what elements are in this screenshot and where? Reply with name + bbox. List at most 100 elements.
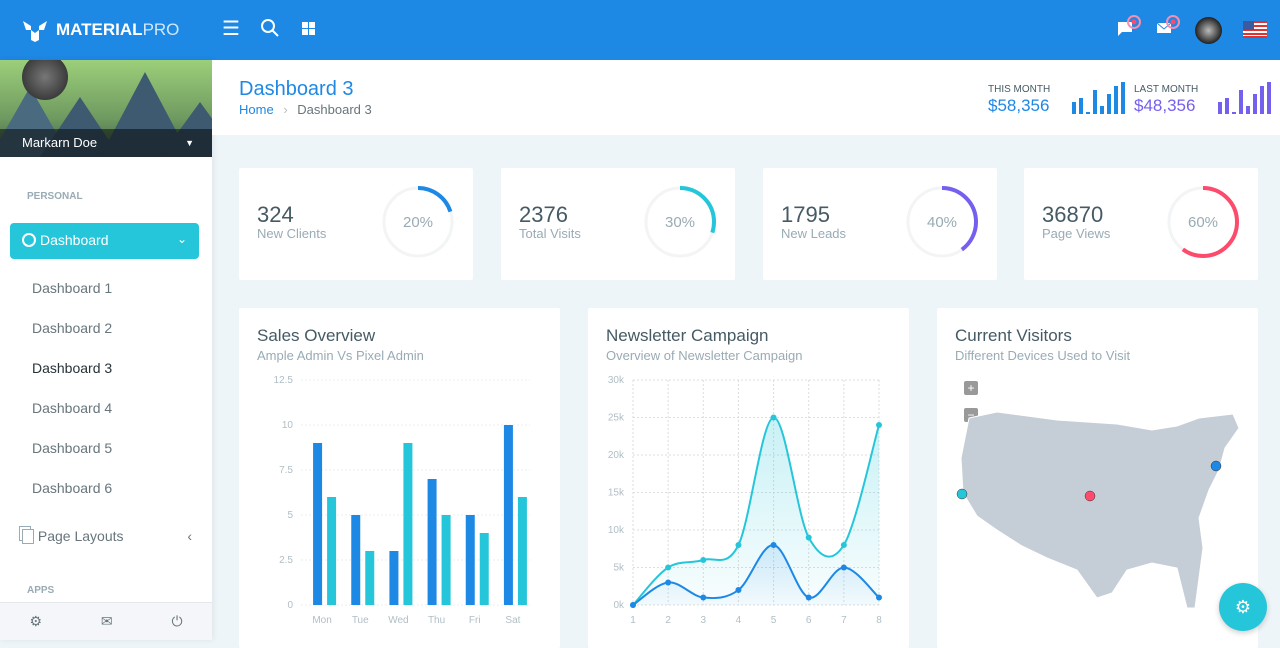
profile-banner: Markarn Doe ▼ [0, 60, 212, 157]
sparkline-bar [1079, 98, 1083, 114]
sparkline-bar [1093, 90, 1097, 114]
sidebar: Markarn Doe ▼ PERSONAL Dashboard ⌄ Dashbo… [0, 60, 212, 640]
stat-percent: 30% [665, 214, 695, 231]
y-tick-label: 7.5 [279, 465, 293, 476]
x-tick-label: 7 [841, 615, 847, 626]
sidebar-item-dashboard-4[interactable]: Dashboard 4 [32, 400, 113, 416]
stat-card: 1795 New Leads 40% [763, 168, 997, 280]
chevron-down-icon: ⌄ [176, 232, 187, 246]
bar-ample-admin[interactable] [313, 443, 323, 605]
data-point[interactable] [735, 587, 742, 593]
bar-pixel-admin[interactable] [327, 497, 337, 605]
bar-ample-admin[interactable] [351, 515, 361, 605]
stat-label: New Clients [257, 226, 327, 241]
sparkline-bar [1218, 102, 1222, 114]
map-marker-west[interactable] [956, 488, 968, 500]
newsletter-campaign-card: Newsletter Campaign Overview of Newslett… [588, 308, 909, 648]
search-icon[interactable] [260, 18, 280, 38]
brand-name: MATERIAL [56, 20, 143, 39]
sidebar-item-dashboard[interactable]: Dashboard ⌄ [10, 223, 199, 259]
sidebar-item-dashboard-5[interactable]: Dashboard 5 [32, 440, 113, 456]
stat-label: Page Views [1042, 226, 1111, 241]
card-title: Current Visitors [955, 326, 1072, 345]
page-title: Dashboard 3 [239, 78, 354, 100]
data-point[interactable] [630, 602, 636, 608]
x-tick-label: Wed [388, 615, 408, 626]
message-icon[interactable] [1117, 14, 1145, 38]
bar-ample-admin[interactable] [465, 515, 475, 605]
settings-fab-button[interactable]: ⚙ [1219, 583, 1267, 631]
stat-card: 324 New Clients 20% [239, 168, 473, 280]
page-title-bar: Dashboard 3 Home › Dashboard 3 THIS MONT… [212, 60, 1280, 135]
data-point[interactable] [840, 564, 847, 571]
us-flag-icon[interactable] [1243, 21, 1267, 38]
sidebar-item-dashboard-6[interactable]: Dashboard 6 [32, 480, 113, 496]
menu-icon[interactable]: ☰ [222, 18, 240, 40]
profile-name-toggle[interactable]: Markarn Doe ▼ [0, 129, 212, 157]
sidebar-item-label: Page Layouts [37, 528, 124, 544]
bar-pixel-admin[interactable] [365, 551, 375, 605]
sidebar-item-dashboard-3[interactable]: Dashboard 3 [32, 360, 113, 376]
stat-donut-arc [644, 186, 716, 258]
sparkline-bar [1253, 94, 1257, 114]
stat-donut-arc [906, 186, 978, 258]
y-tick-label: 10k [608, 525, 625, 536]
data-point[interactable] [770, 414, 777, 421]
data-point[interactable] [876, 422, 882, 428]
chevron-right-icon: › [283, 102, 288, 117]
stat-donut: 20% [382, 186, 454, 258]
sidebar-item-dashboard-1[interactable]: Dashboard 1 [32, 280, 113, 296]
stat-donut: 40% [906, 186, 978, 258]
y-tick-label: 0k [613, 600, 625, 611]
map-marker-central[interactable] [1084, 490, 1096, 502]
area-fill [633, 417, 879, 605]
data-point[interactable] [735, 542, 742, 548]
mail-icon[interactable]: ✉ [100, 613, 113, 629]
sidebar-item-dashboard-2[interactable]: Dashboard 2 [32, 320, 113, 336]
map-zoom-in-button[interactable]: + [964, 381, 978, 395]
bar-ample-admin[interactable] [427, 479, 437, 605]
sparkline-bar [1121, 82, 1125, 114]
stat-value: 1795 [781, 202, 830, 227]
bar-pixel-admin[interactable] [479, 533, 489, 605]
data-point[interactable] [876, 594, 882, 601]
sparkline-bar [1100, 106, 1104, 114]
x-tick-label: Mon [312, 615, 331, 626]
sparkline-bar [1232, 112, 1236, 114]
user-name: Markarn Doe [22, 135, 98, 150]
map-marker-east[interactable] [1210, 460, 1222, 472]
data-point[interactable] [665, 564, 672, 571]
data-point[interactable] [700, 594, 707, 601]
sparkline-bar [1267, 82, 1271, 114]
grid-icon[interactable] [302, 22, 316, 36]
brand-logo[interactable]: MATERIALPRO [22, 18, 179, 42]
mail-icon[interactable] [1156, 14, 1184, 38]
card-subtitle: Ample Admin Vs Pixel Admin [257, 348, 424, 363]
power-icon[interactable]: ⏻ [171, 613, 183, 629]
section-caption-apps: APPS [27, 585, 55, 596]
y-tick-label: 5k [613, 563, 625, 574]
x-tick-label: 1 [630, 615, 636, 626]
section-caption-personal: PERSONAL [27, 191, 83, 202]
bar-ample-admin[interactable] [503, 425, 513, 605]
x-tick-label: 5 [771, 615, 777, 626]
user-avatar[interactable] [1195, 17, 1222, 44]
bar-ample-admin[interactable] [389, 551, 399, 605]
data-point[interactable] [770, 542, 777, 548]
data-point[interactable] [840, 542, 847, 548]
bar-pixel-admin[interactable] [403, 443, 413, 605]
x-tick-label: 8 [876, 615, 882, 626]
x-tick-label: Fri [469, 615, 481, 626]
bar-pixel-admin[interactable] [441, 515, 451, 605]
y-tick-label: 0 [287, 600, 293, 611]
data-point[interactable] [805, 534, 812, 541]
us-map[interactable] [937, 308, 1258, 640]
data-point[interactable] [805, 594, 812, 601]
data-point[interactable] [665, 579, 672, 586]
sidebar-item-page-layouts[interactable]: Page Layouts ‹ [22, 528, 192, 544]
data-point[interactable] [700, 557, 707, 563]
bar-pixel-admin[interactable] [517, 497, 527, 605]
x-tick-label: Tue [352, 615, 369, 626]
breadcrumb-home[interactable]: Home [239, 102, 274, 117]
settings-icon[interactable]: ⚙ [29, 613, 42, 629]
